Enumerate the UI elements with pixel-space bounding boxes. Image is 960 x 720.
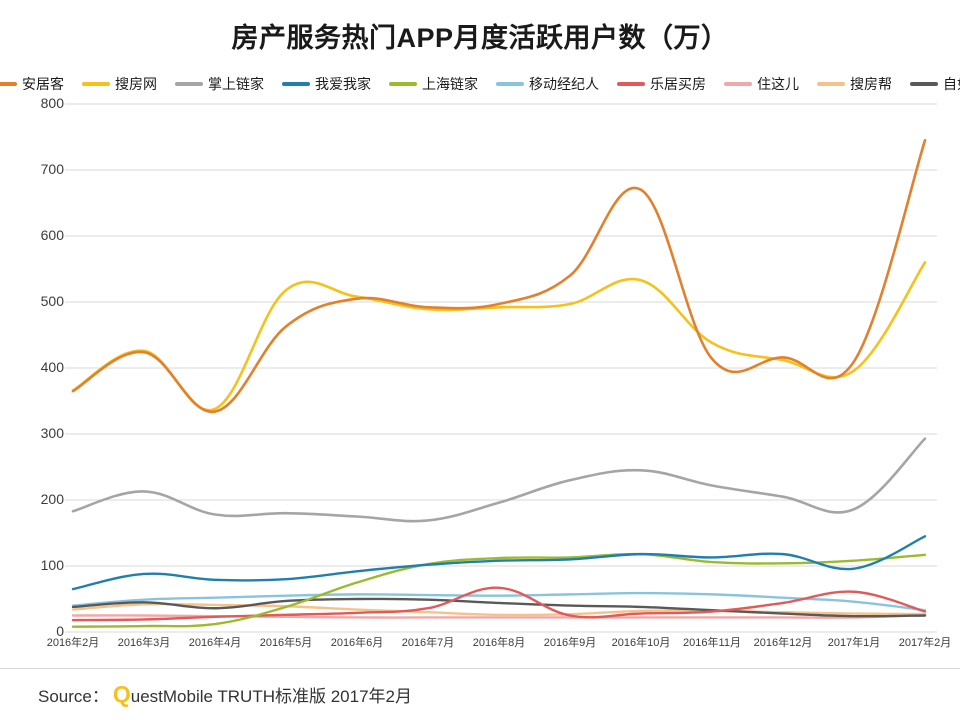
legend-item-6[interactable]: 乐居买房 xyxy=(617,77,706,91)
x-axis-tick-label: 2016年3月 xyxy=(117,637,171,649)
footer-divider xyxy=(0,668,960,669)
series-line-2 xyxy=(71,437,927,523)
x-axis-tick-label: 2017年1月 xyxy=(827,637,881,649)
y-axis-tick-label: 500 xyxy=(40,293,64,309)
legend-label: 乐居买房 xyxy=(650,76,706,92)
legend-item-7[interactable]: 住这儿 xyxy=(724,77,799,91)
y-axis-tick-label: 700 xyxy=(40,161,64,177)
line-swatch-icon xyxy=(496,82,524,86)
series-line-4 xyxy=(71,552,927,628)
x-axis-tick-label: 2016年12月 xyxy=(753,637,813,649)
legend-item-2[interactable]: 掌上链家 xyxy=(175,77,264,91)
y-axis-tick-label: 100 xyxy=(40,557,64,573)
questmobile-logo-q: Q xyxy=(112,681,131,707)
series-line-1 xyxy=(71,261,927,412)
x-axis: 2016年2月 2016年3月 2016年4月 2016年5月 2016年6月 2016年… xyxy=(0,638,960,658)
plot-area xyxy=(0,96,960,641)
line-swatch-icon xyxy=(82,82,110,86)
line-swatch-icon xyxy=(724,82,752,86)
plot-svg xyxy=(65,103,937,633)
line-swatch-icon xyxy=(0,82,17,86)
y-axis-tick-label: 300 xyxy=(40,425,64,441)
legend-item-8[interactable]: 搜房帮 xyxy=(817,77,892,91)
x-axis-tick-label: 2016年9月 xyxy=(543,637,597,649)
y-axis-tick-label: 0 xyxy=(56,623,64,639)
line-swatch-icon xyxy=(617,82,645,86)
legend-item-9[interactable]: 自如 xyxy=(910,77,960,91)
x-axis-tick-label: 2016年10月 xyxy=(611,637,671,649)
series-line-9 xyxy=(71,597,927,618)
x-axis-tick-label: 2016年11月 xyxy=(683,637,741,649)
legend-label: 搜房帮 xyxy=(850,76,892,92)
y-axis-tick-label: 600 xyxy=(40,227,64,243)
series-line-6 xyxy=(71,586,927,622)
y-axis: 800 700 600 500 400 300 200 100 0 xyxy=(0,96,64,641)
legend-item-0[interactable]: 安居客 xyxy=(0,77,64,91)
line-swatch-icon xyxy=(910,82,938,86)
x-axis-tick-label: 2016年8月 xyxy=(472,637,526,649)
chart-legend: 安居客 搜房网 掌上链家 我爱我家 上海链家 移动经纪人 乐居买房 住这儿 搜房帮 自如 xyxy=(0,72,960,96)
x-axis-tick-label: 2016年5月 xyxy=(259,637,313,649)
y-axis-tick-label: 400 xyxy=(40,359,64,375)
legend-label: 搜房网 xyxy=(115,76,157,92)
legend-item-1[interactable]: 搜房网 xyxy=(82,77,157,91)
source-text: uestMobile TRUTH标准版 2017年2月 xyxy=(130,687,412,706)
x-axis-tick-label: 2016年2月 xyxy=(46,637,100,649)
x-axis-tick-label: 2016年7月 xyxy=(401,637,455,649)
legend-label: 移动经纪人 xyxy=(529,76,599,92)
line-swatch-icon xyxy=(817,82,845,86)
legend-item-3[interactable]: 我爱我家 xyxy=(282,77,371,91)
x-axis-tick-label: 2016年4月 xyxy=(188,637,242,649)
series-line-3 xyxy=(71,535,927,591)
series-line-5 xyxy=(71,591,927,612)
legend-label: 掌上链家 xyxy=(208,76,264,92)
source-prefix: Source： xyxy=(38,687,109,706)
y-axis-tick-label: 200 xyxy=(40,491,64,507)
legend-label: 自如 xyxy=(943,76,960,92)
legend-label: 上海链家 xyxy=(422,76,478,92)
line-swatch-icon xyxy=(282,82,310,86)
legend-item-5[interactable]: 移动经纪人 xyxy=(496,77,599,91)
y-axis-tick-label: 800 xyxy=(40,95,64,111)
legend-label: 我爱我家 xyxy=(315,76,371,92)
chart-title: 房产服务热门APP月度活跃用户数（万） xyxy=(231,23,729,53)
line-swatch-icon xyxy=(175,82,203,86)
series-line-8 xyxy=(71,602,927,617)
source-note: Source： Q uestMobile TRUTH标准版 2017年2月 xyxy=(38,682,412,707)
x-axis-tick-label: 2017年2月 xyxy=(898,637,952,649)
legend-item-4[interactable]: 上海链家 xyxy=(389,77,478,91)
legend-label: 住这儿 xyxy=(757,76,799,92)
series-line-0 xyxy=(71,139,927,413)
x-axis-tick-label: 2016年6月 xyxy=(330,637,384,649)
line-swatch-icon xyxy=(389,82,417,86)
legend-label: 安居客 xyxy=(22,76,64,92)
